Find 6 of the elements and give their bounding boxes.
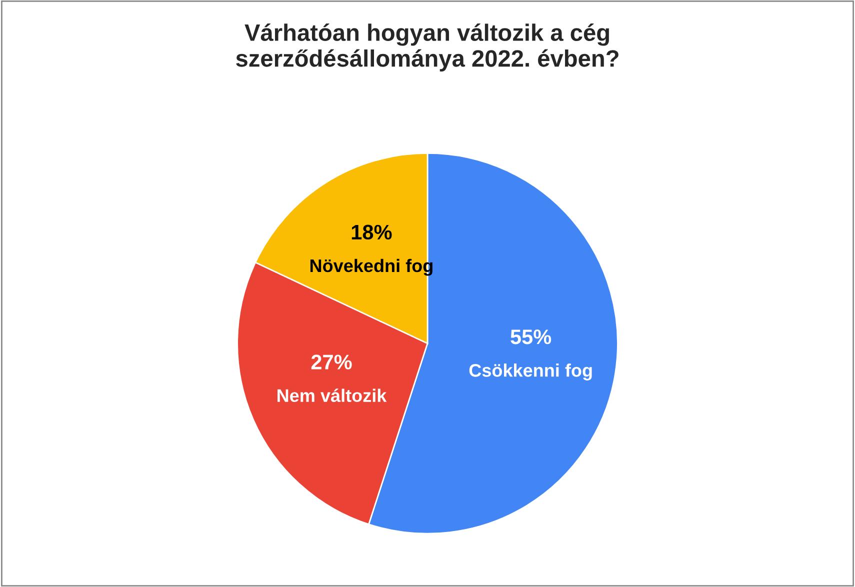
data-label: 27% bbox=[311, 354, 352, 370]
slice-label: Csökkenni fog bbox=[469, 364, 592, 380]
data-label: 55% bbox=[510, 330, 552, 344]
chart-title: Várhatóan hogyan változik a cég szerződésállománya 2022. évben? bbox=[236, 23, 618, 72]
data-label: 18% bbox=[352, 224, 392, 240]
slice-label: Nem változik bbox=[278, 388, 387, 402]
